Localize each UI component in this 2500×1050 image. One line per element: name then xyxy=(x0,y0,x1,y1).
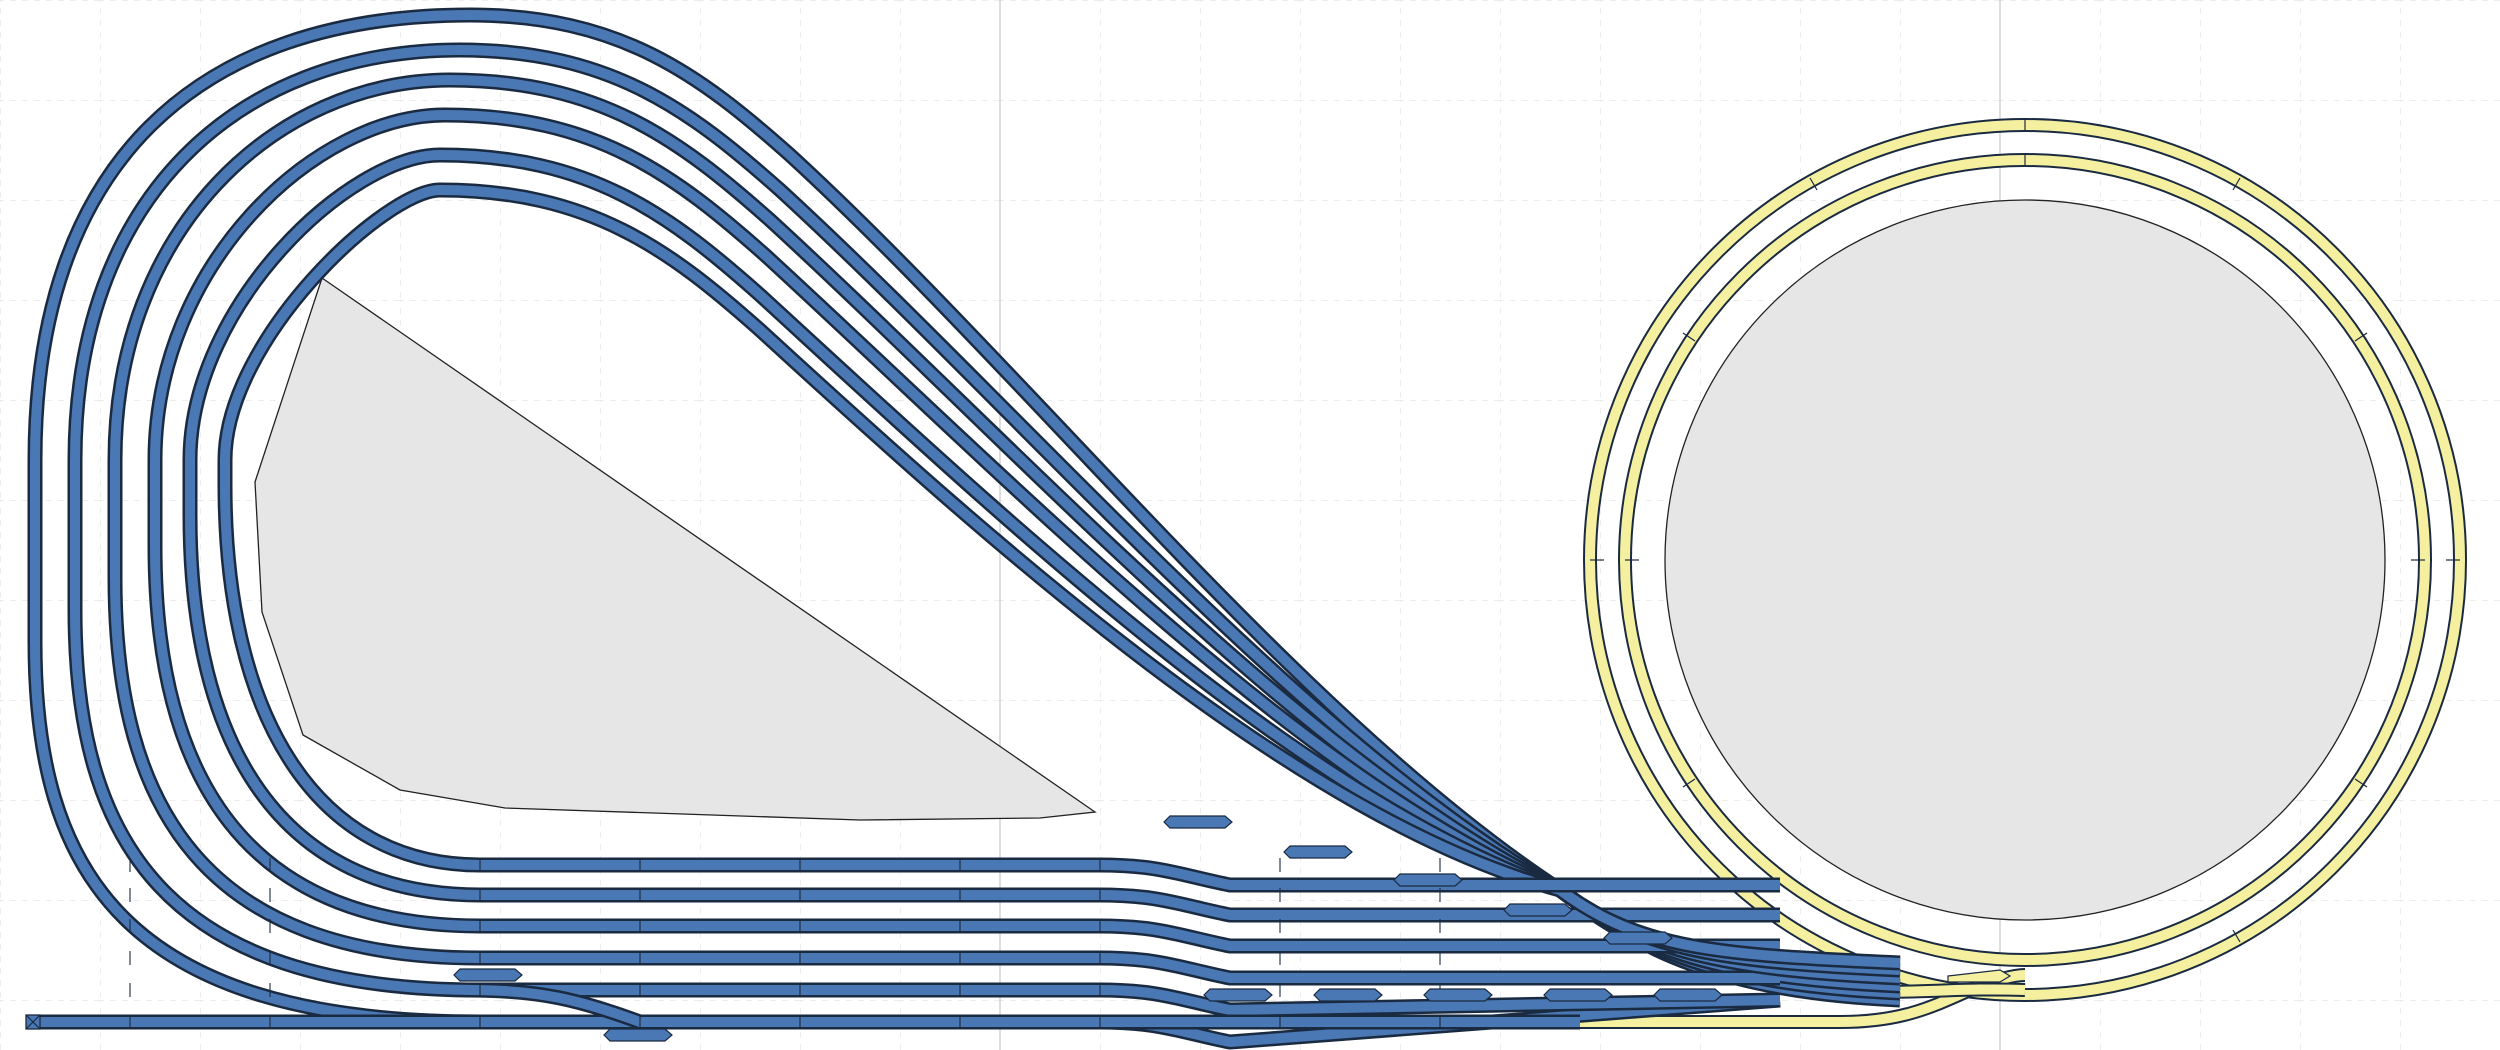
yard-track-4-fill xyxy=(480,921,1780,951)
yard-track-5-fill xyxy=(480,890,1780,920)
turnout-icon[interactable] xyxy=(1283,845,1353,859)
buffer-stop-icon[interactable] xyxy=(25,1014,41,1030)
turnout-icon[interactable] xyxy=(1163,815,1233,829)
turnout-icon[interactable] xyxy=(1603,931,1673,945)
turnout-icon[interactable] xyxy=(1423,988,1493,1002)
scenery-area-triangle[interactable] xyxy=(254,276,1097,821)
scenery-area-circle[interactable] xyxy=(1664,199,2386,921)
crossover-track-fill xyxy=(469,985,642,1027)
blue-track-set xyxy=(27,7,1901,1050)
turnout-icon[interactable] xyxy=(1543,988,1613,1002)
turnout-icon[interactable] xyxy=(1313,988,1383,1002)
turnout-icon[interactable] xyxy=(1503,903,1573,917)
turnout-icon[interactable] xyxy=(1393,873,1463,887)
yard-track-6-fill xyxy=(480,860,1780,890)
turnout-icon[interactable] xyxy=(1203,988,1273,1002)
track-plan-yellow-layer xyxy=(1580,118,2467,1029)
yellow-lead-track-2-fill xyxy=(1879,984,2026,997)
turnout-set xyxy=(453,815,1723,1042)
turnout-icon[interactable] xyxy=(1653,988,1723,1002)
blue-joints xyxy=(129,858,1441,1029)
turnout-icon[interactable] xyxy=(603,1028,673,1042)
turnout-icon[interactable] xyxy=(453,968,523,982)
yard-track-3-fill xyxy=(480,953,1780,983)
yard-track-2-fill xyxy=(480,985,1781,1015)
yellow-turnout[interactable] xyxy=(1947,969,2012,983)
yellow-joints xyxy=(1590,118,2460,943)
